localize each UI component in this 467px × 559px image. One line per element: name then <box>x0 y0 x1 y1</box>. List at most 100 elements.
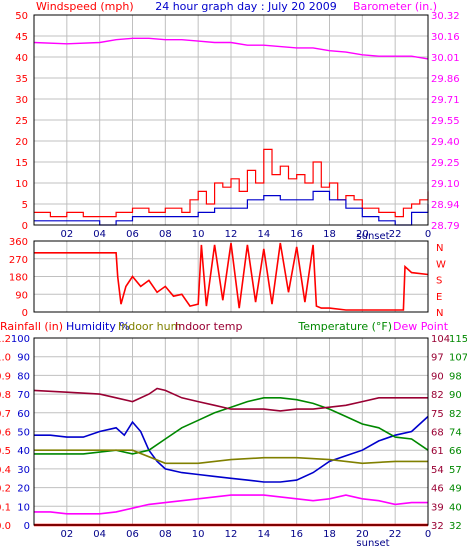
wind-line <box>34 190 429 226</box>
rainfall-tick-label: 0.6 <box>0 428 11 439</box>
humidity-tick-label: 30 <box>17 465 30 476</box>
windspeed-tick-label: 45 <box>15 32 28 43</box>
direction-tick-label: 270 <box>9 255 28 266</box>
temperature-tick-label-alt: 107 <box>449 353 467 364</box>
rainfall-tick-label: 0.1 <box>0 502 11 513</box>
rainfall-tick-label: 0.2 <box>0 484 11 495</box>
humidity-tick-label: 20 <box>17 484 30 495</box>
temperature-tick-label: 82 <box>431 390 444 401</box>
humidity-tick-label: 90 <box>17 353 30 364</box>
temp-panel-ticks: 0.0032320.11039400.22046490.43054570.540… <box>0 334 467 540</box>
rainfall-tick-label: 1.0 <box>0 353 11 364</box>
humidity-tick-label: 40 <box>17 446 30 457</box>
temperature-tick-label-alt: 115 <box>449 334 467 345</box>
temperature-tick-label: 39 <box>431 502 444 513</box>
temperature-tick-label: 75 <box>431 409 444 420</box>
wind-x-tick-label: 10 <box>192 229 205 240</box>
rainfall-tick-label: 0.9 <box>0 371 11 382</box>
wind-x-tick-label: 08 <box>159 229 172 240</box>
barometer-tick-label: 30.32 <box>431 11 460 22</box>
barometer-tick-label: 29.71 <box>431 95 460 106</box>
temperature-tick-label-alt: 98 <box>449 371 462 382</box>
windspeed-tick-label: 20 <box>15 137 28 148</box>
dew_point-line <box>34 494 428 515</box>
temperature-tick-label-alt: 90 <box>449 390 462 401</box>
windspeed-tick-label: 15 <box>15 158 28 169</box>
temperature-tick-label-alt: 82 <box>449 409 462 420</box>
rainfall-tick-label: 0.4 <box>0 465 11 476</box>
temp-x-tick-label: 02 <box>60 529 73 540</box>
temp-x-tick-label: 20 <box>356 529 369 540</box>
compass-label: N <box>436 308 443 319</box>
temp-x-tick-label: 08 <box>159 529 172 540</box>
temp-x-tick-label: 22 <box>389 529 402 540</box>
direction-tick-label: 180 <box>9 273 28 284</box>
temperature-tick-label: 68 <box>431 428 444 439</box>
barometer-tick-label: 29.25 <box>431 158 460 169</box>
rainfall-tick-label: 0.0 <box>0 521 11 532</box>
humidity-tick-label: 60 <box>17 409 30 420</box>
wind-x-tick-label: 0 <box>425 229 431 240</box>
temp-x-tick-label: 14 <box>257 529 270 540</box>
sunset-label-bottom: sunset <box>356 538 389 549</box>
indoor_temp-line <box>33 387 428 412</box>
windspeed-tick-label: 0 <box>22 221 28 232</box>
windspeed-tick-label: 35 <box>15 74 28 85</box>
dew-point-label: Dew Point <box>393 320 449 333</box>
barometer-tick-label: 30.01 <box>431 53 460 64</box>
wind-panel-series <box>33 37 429 226</box>
barometer-tick-label: 29.86 <box>431 74 460 85</box>
windspeed-tick-label: 10 <box>15 179 28 190</box>
compass-label: N <box>436 243 443 254</box>
barometer-line <box>33 37 429 60</box>
chart-title: 24 hour graph day : July 20 2009 <box>155 0 337 13</box>
rainfall-tick-label: 0.8 <box>0 390 11 401</box>
wind-x-tick-label: 02 <box>60 229 73 240</box>
temperature-tick-label: 97 <box>431 353 444 364</box>
direction-tick-label: 360 <box>9 237 28 248</box>
direction-tick-label: 90 <box>15 290 28 301</box>
humidity-tick-label: 50 <box>17 428 30 439</box>
compass-label: E <box>436 292 442 303</box>
windspeed-tick-label: 5 <box>22 200 28 211</box>
humidity-axis-label: Humidity % <box>66 320 130 333</box>
temperature-tick-label-alt: 40 <box>449 502 462 513</box>
temperature-line <box>34 397 429 455</box>
wind-x-tick-label: 18 <box>323 229 336 240</box>
direction-line <box>34 242 429 311</box>
humidity-tick-label: 70 <box>17 390 30 401</box>
rainfall-tick-label: 1.2 <box>0 334 11 345</box>
temp-x-tick-label: 12 <box>225 529 238 540</box>
compass-label: S <box>436 276 442 287</box>
humidity-tick-label: 80 <box>17 371 30 382</box>
temperature-tick-label-alt: 49 <box>449 484 462 495</box>
temperature-tick-label: 54 <box>431 465 444 476</box>
temperature-tick-label-alt: 74 <box>449 428 462 439</box>
temperature-tick-label: 90 <box>431 371 444 382</box>
temp-x-tick-label: 18 <box>323 529 336 540</box>
windspeed-tick-label: 40 <box>15 53 28 64</box>
temperature-tick-label-alt: 32 <box>449 521 462 532</box>
barometer-tick-label: 28.94 <box>431 200 460 211</box>
windspeed-tick-label: 50 <box>15 11 28 22</box>
wind-x-tick-label: 20 <box>356 229 369 240</box>
gust-line <box>34 148 429 218</box>
temperature-tick-label: 32 <box>431 521 444 532</box>
rainfall-tick-label: 0.7 <box>0 409 11 420</box>
temperature-tick-label: 61 <box>431 446 444 457</box>
windspeed-tick-label: 25 <box>15 116 28 127</box>
rainfall-axis-label: Rainfall (in) <box>0 320 63 333</box>
temp-panel-frame <box>33 337 429 526</box>
temperature-axis-label: Temperature (°F) <box>297 320 392 333</box>
indoor-temp-label: Indoor temp <box>175 320 242 333</box>
windspeed-axis-label: Windspeed (mph) <box>36 0 134 13</box>
direction-panel-series <box>34 242 429 311</box>
humidity-line <box>34 415 429 483</box>
sunset-label-top: sunset <box>356 231 389 242</box>
direction-panel-grid <box>34 241 428 312</box>
barometer-tick-label: 29.40 <box>431 137 460 148</box>
temperature-tick-label-alt: 66 <box>449 446 462 457</box>
